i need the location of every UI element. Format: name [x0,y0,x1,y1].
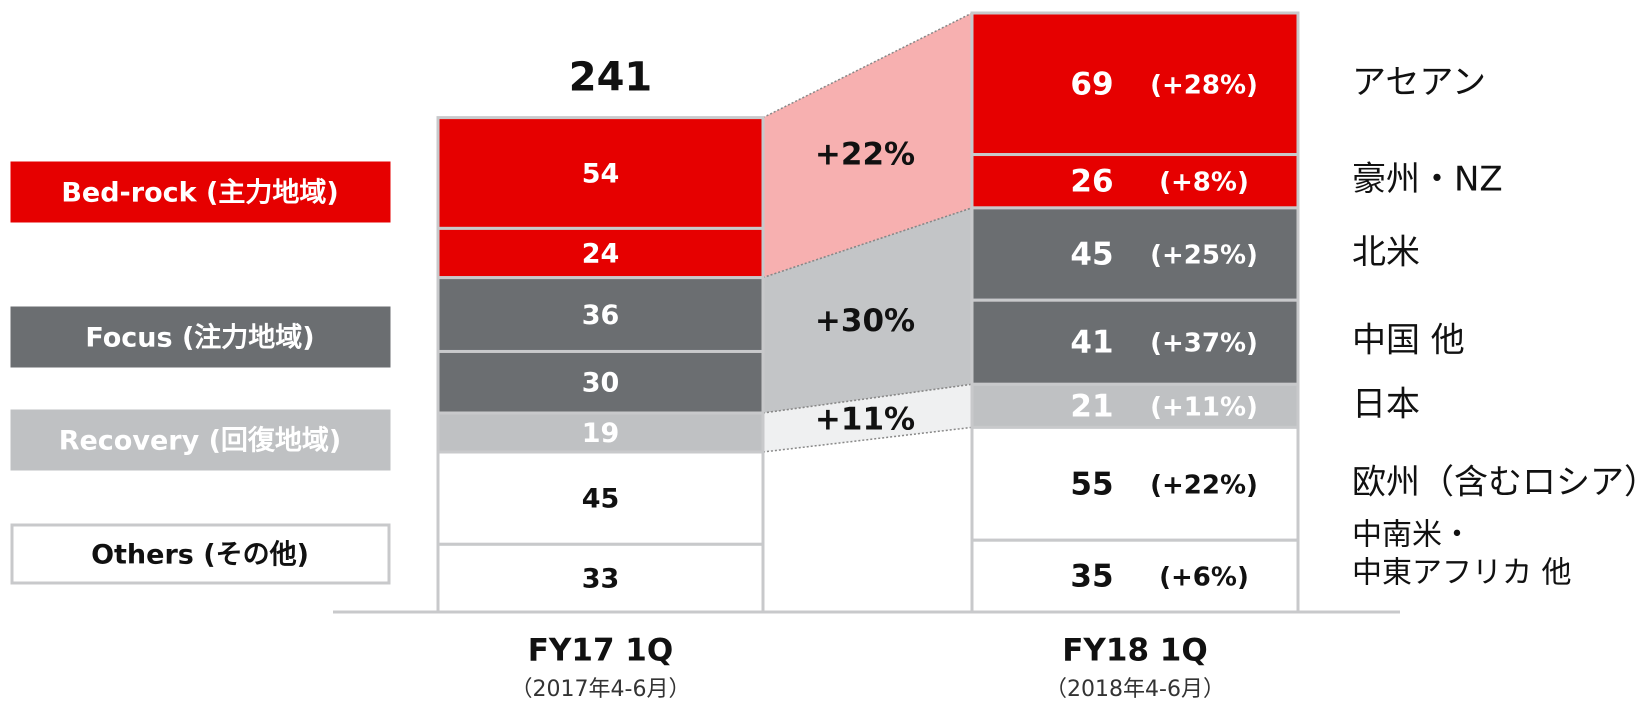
bar-segment [970,153,1300,210]
connector-edge [762,207,973,279]
connector-edge [762,12,973,119]
legend-box [10,409,391,471]
value-label: 35 [1070,559,1113,595]
legend-box [10,523,391,585]
x-tick-label: FY17 1Q [528,633,673,669]
region-label: 豪州・NZ [1352,160,1503,200]
value-label: 36 [582,300,620,331]
change-label: (+8%) [1159,168,1249,198]
x-tick-label: FY18 1Q [1062,633,1207,669]
legend-label: Bed-rock (主力地域) [61,178,338,209]
legend-label: Recovery (回復地域) [59,425,342,457]
change-label: (+25%) [1150,241,1258,271]
x-tick-note: （2018年4-6月） [1045,677,1225,702]
group-growth: +22% [815,137,915,173]
region-label: 中国 他 [1352,321,1465,361]
legend-label: Focus (注力地域) [85,322,314,354]
group-growth: +11% [815,402,915,438]
connector-edge [762,426,973,453]
value-label: 21 [1070,388,1113,424]
value-label: 19 [582,418,620,449]
region-label: 欧州（含むロシア） [1352,462,1636,502]
bar-segment [970,298,1300,386]
change-label: (+11%) [1150,392,1258,422]
change-label: (+37%) [1150,329,1258,359]
region-label: 日本 [1352,384,1420,424]
bar-segment [970,425,1300,542]
value-label: 45 [582,484,620,515]
bar-segment [436,411,765,454]
value-label: 24 [582,239,620,270]
value-label: 54 [582,159,620,190]
legend-box [10,161,391,223]
bar-segment [970,11,1300,157]
legend-box [10,306,391,368]
region-label: アセアン [1352,62,1486,102]
x-tick-note: （2017年4-6月） [511,677,691,702]
region-label: 中東アフリカ 他 [1352,556,1572,591]
bar-segment [436,116,765,230]
change-label: (+22%) [1150,470,1258,500]
value-label: 30 [582,368,620,399]
value-label: 41 [1070,325,1113,361]
total-label: 241 [569,55,653,101]
bar-segment [970,206,1300,302]
legend-label: Others (その他) [91,540,309,571]
connector [763,13,972,278]
region-label: 中南米・ [1352,518,1472,553]
value-label: 69 [1070,66,1113,102]
group-growth: +30% [815,303,915,339]
connector-edge [762,383,973,414]
connector [763,207,972,414]
bar-segment [970,538,1300,614]
connector [763,384,972,452]
bar-segment [436,349,765,415]
value-label: 55 [1070,466,1113,502]
value-label: 45 [1070,237,1113,273]
change-label: (+28%) [1150,70,1258,100]
value-label: 33 [582,564,620,595]
bar-segment [436,450,765,546]
change-label: (+6%) [1159,563,1249,593]
region-label: 北米 [1352,233,1420,273]
value-label: 26 [1070,164,1113,200]
bar-segment [436,226,765,280]
